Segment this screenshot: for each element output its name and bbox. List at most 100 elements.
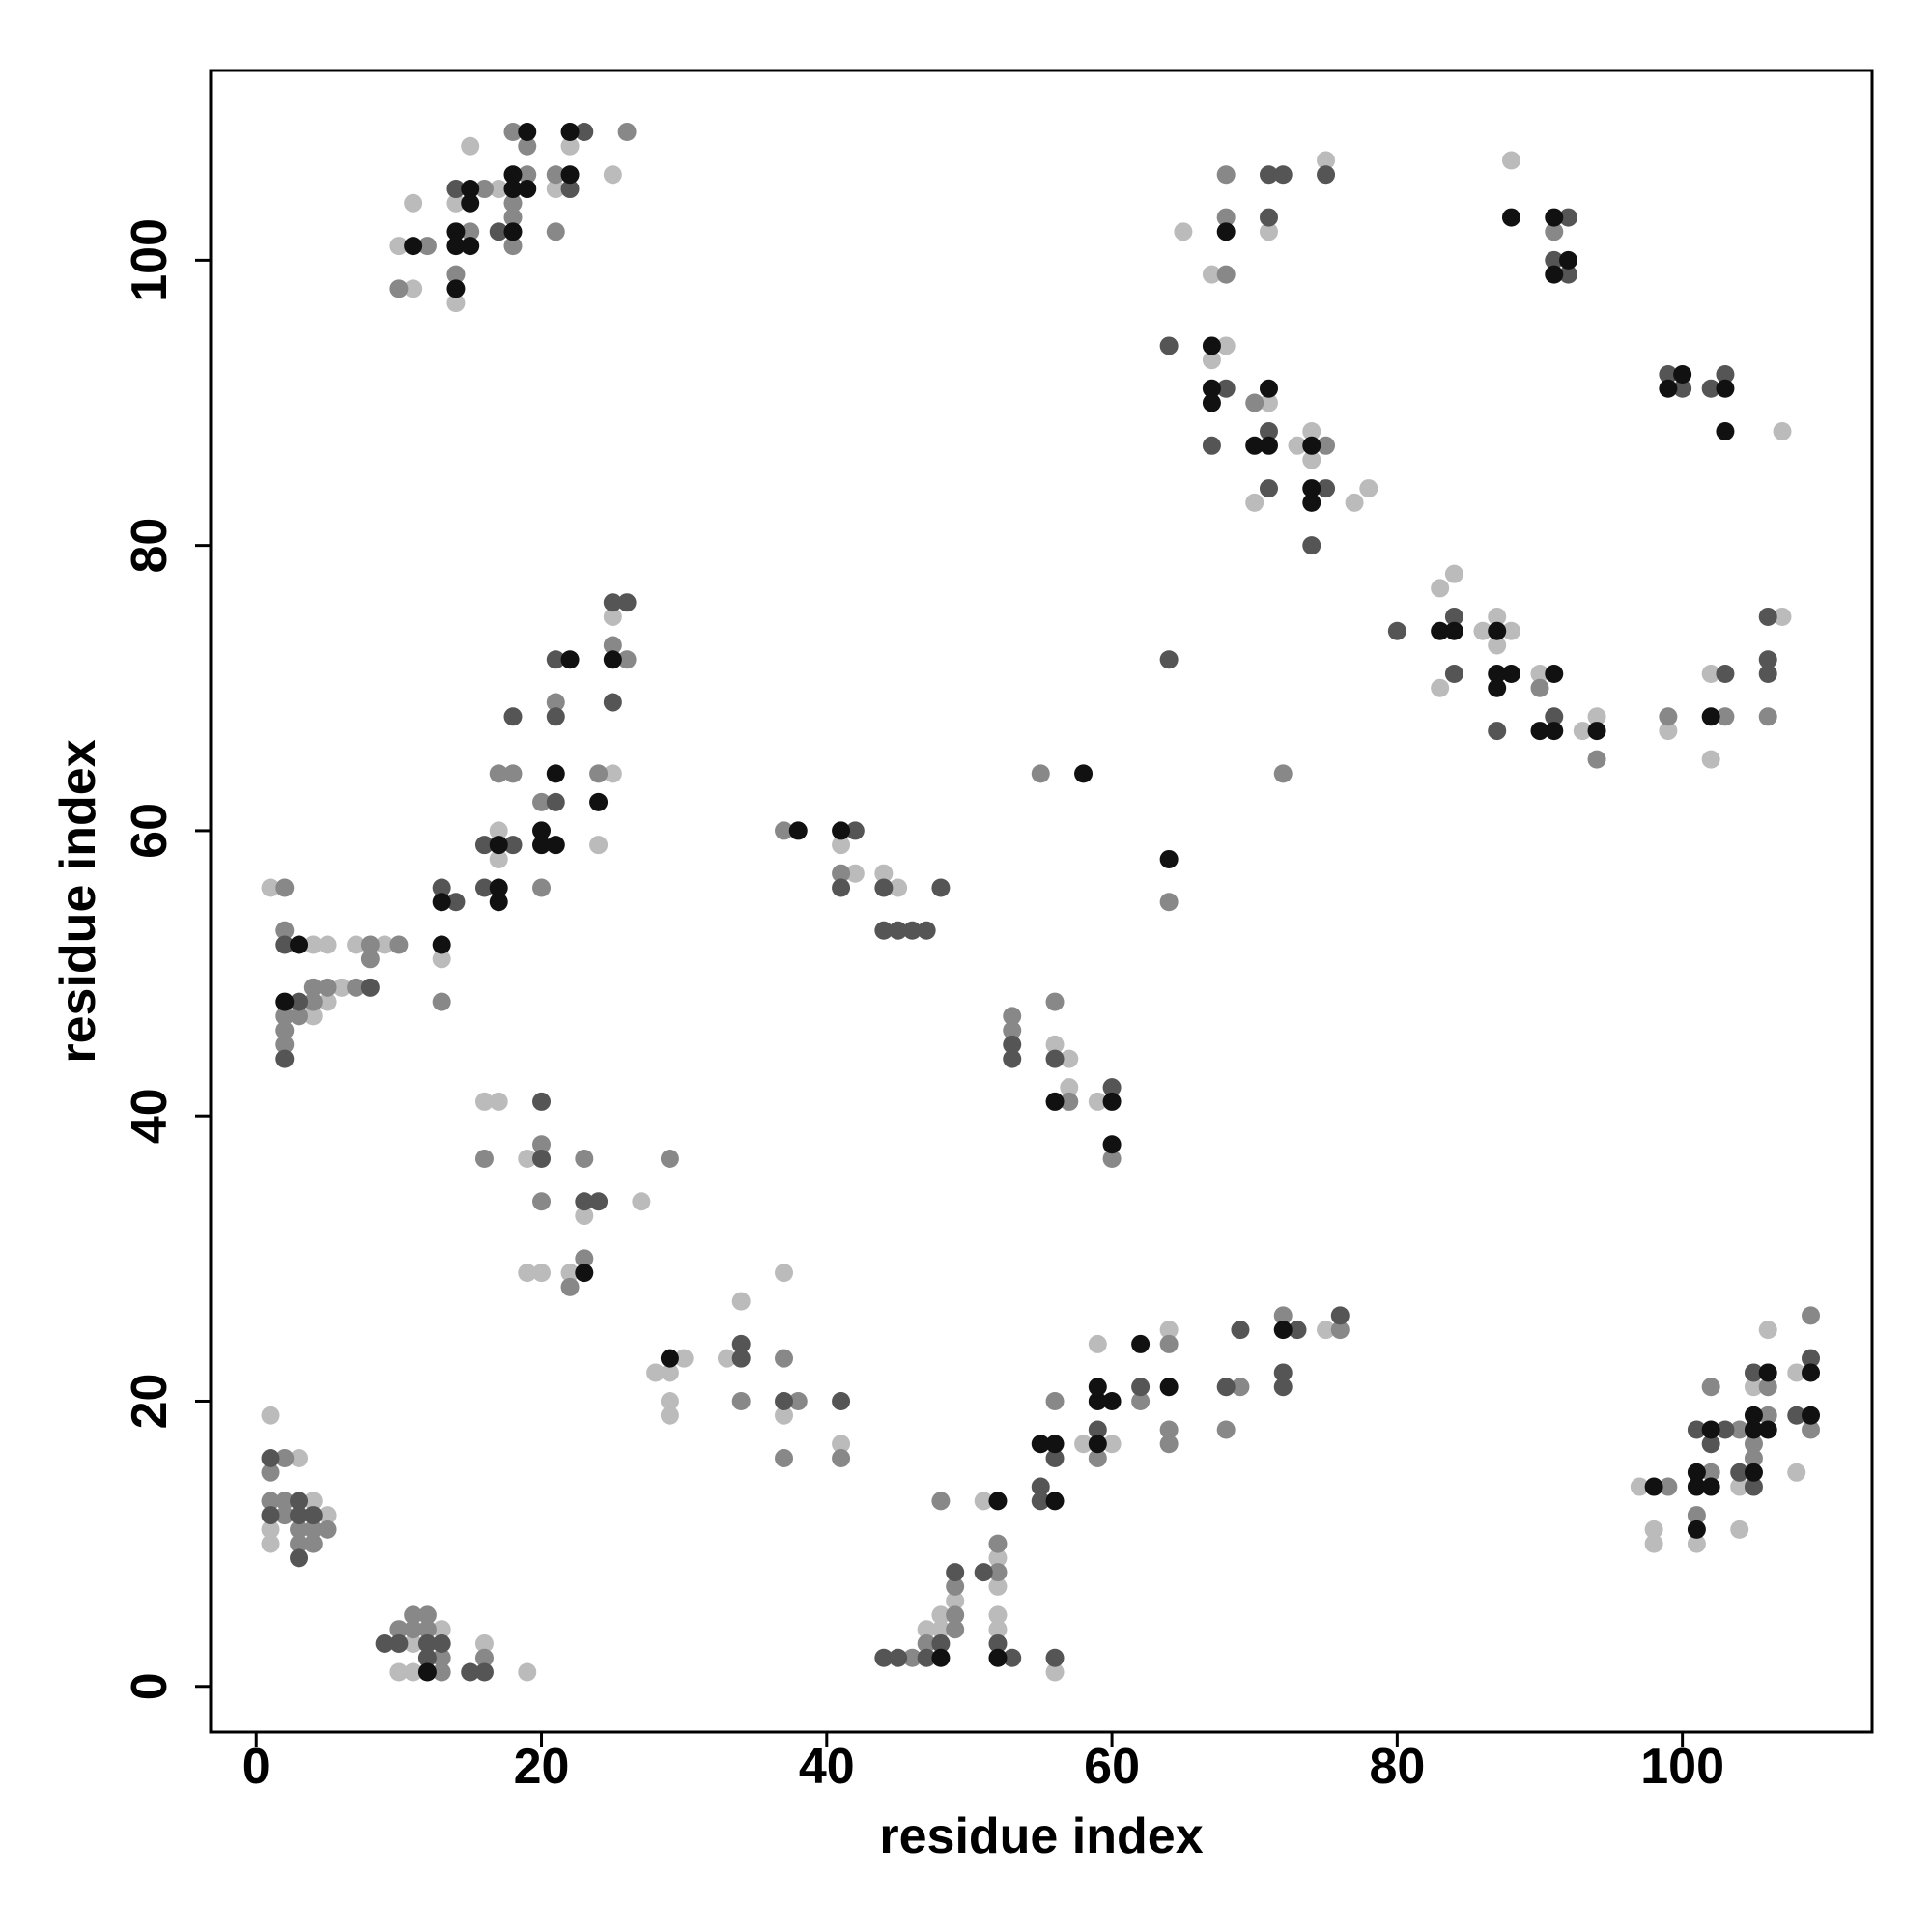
point [503, 122, 523, 141]
point [518, 1264, 537, 1283]
point [303, 1506, 323, 1525]
x-tick-label: 40 [799, 1739, 855, 1795]
point [1088, 1449, 1107, 1468]
y-tick-label: 60 [122, 803, 178, 859]
point [290, 1534, 309, 1553]
point [1317, 165, 1336, 185]
point [375, 935, 394, 954]
point [1259, 165, 1278, 185]
point [1659, 379, 1678, 398]
point [1102, 1078, 1122, 1097]
point [1659, 1477, 1678, 1496]
point [1802, 1363, 1821, 1382]
point [1159, 650, 1179, 669]
point [731, 1391, 751, 1410]
point [303, 1534, 323, 1553]
point [1216, 379, 1236, 398]
point [589, 836, 609, 855]
point [1045, 1648, 1065, 1667]
x-tick-label: 100 [1640, 1739, 1724, 1795]
point [432, 1620, 451, 1639]
point [1444, 607, 1463, 626]
point [404, 1620, 423, 1639]
point [1302, 422, 1321, 441]
point [261, 1520, 280, 1539]
point [417, 237, 437, 256]
point [1031, 1477, 1050, 1496]
point [917, 1648, 936, 1667]
point [1744, 1435, 1763, 1454]
point [1216, 222, 1236, 242]
point [1131, 1391, 1151, 1410]
point [575, 122, 594, 141]
point [832, 821, 851, 840]
point [1744, 1420, 1763, 1439]
point [603, 593, 622, 612]
point [946, 1620, 965, 1639]
point [1488, 678, 1507, 697]
point [1431, 579, 1450, 598]
point [1501, 151, 1520, 170]
point [1031, 1492, 1050, 1511]
point [1045, 1035, 1065, 1054]
point [874, 878, 894, 897]
point [1131, 1334, 1151, 1353]
point [290, 1492, 309, 1511]
point [1273, 764, 1293, 783]
point [290, 1548, 309, 1568]
point [461, 1662, 480, 1682]
point [1102, 1135, 1122, 1154]
point [845, 821, 865, 840]
point [1245, 493, 1264, 512]
point [1060, 1078, 1079, 1097]
point [503, 165, 523, 185]
point [389, 279, 409, 298]
point [318, 992, 337, 1011]
point [303, 992, 323, 1011]
point [988, 1620, 1008, 1639]
point [1744, 1406, 1763, 1425]
point [474, 1648, 494, 1667]
point [318, 1506, 337, 1525]
point [503, 180, 523, 199]
point [1701, 750, 1720, 769]
point [461, 222, 480, 242]
point [988, 1492, 1008, 1511]
point [432, 893, 451, 912]
y-tick-label: 0 [122, 1672, 178, 1700]
point [1159, 893, 1179, 912]
point [1159, 1334, 1179, 1353]
point [1088, 1092, 1107, 1111]
point [1744, 1463, 1763, 1482]
point [632, 1192, 651, 1211]
point [474, 836, 494, 855]
point [389, 1634, 409, 1653]
point [446, 893, 466, 912]
point [389, 237, 409, 256]
point [931, 1605, 951, 1625]
point [1431, 621, 1450, 640]
point [988, 1548, 1008, 1568]
point [532, 1264, 552, 1283]
point [332, 978, 352, 997]
point [946, 1605, 965, 1625]
point [489, 1092, 508, 1111]
point [1758, 650, 1777, 669]
point [1701, 665, 1720, 684]
y-tick-label: 80 [122, 518, 178, 574]
point [1131, 1378, 1151, 1397]
point [1644, 1477, 1663, 1496]
point [532, 821, 552, 840]
point [474, 1092, 494, 1111]
point [417, 1648, 437, 1667]
point [1701, 1463, 1720, 1482]
point [275, 1506, 295, 1525]
point [446, 279, 466, 298]
point [503, 237, 523, 256]
point [1501, 621, 1520, 640]
point [660, 1149, 679, 1168]
y-tick-label: 40 [122, 1088, 178, 1144]
point [603, 607, 622, 626]
point [660, 1363, 679, 1382]
